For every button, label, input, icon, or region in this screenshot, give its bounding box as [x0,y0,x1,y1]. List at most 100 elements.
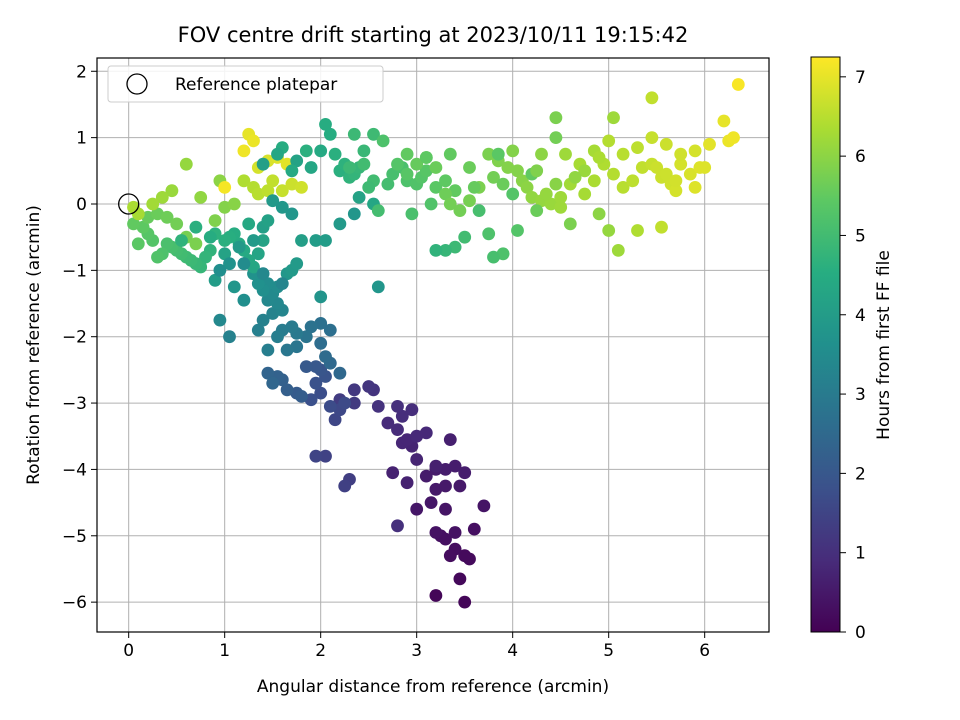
reference-platepar-marker [118,193,140,215]
colorbar-tick-label: 4 [855,306,866,326]
data-point [304,393,318,407]
data-point [357,144,371,158]
data-point [592,151,606,164]
data-point [410,502,424,516]
data-point [266,194,280,208]
data-point [549,111,563,125]
colorbar [810,56,841,633]
data-point [607,111,620,125]
data-point [443,549,457,563]
data-point [319,234,332,247]
plot-area-frame [96,57,770,633]
x-tick-label: 1 [219,641,230,661]
data-point [218,181,232,194]
data-point [314,317,328,330]
data-point [578,164,592,178]
data-point [131,237,145,251]
data-point [405,403,419,417]
data-point [487,250,500,264]
data-point [467,181,481,194]
y-tick-label: 2 [76,62,87,82]
data-point [463,161,476,174]
data-point [237,293,251,307]
data-point [189,220,203,234]
colorbar-tick-label: 3 [855,385,866,405]
data-point [439,502,452,516]
data-point [155,191,169,204]
data-point [419,469,433,483]
data-point [347,396,361,410]
data-point [448,240,462,254]
data-point [400,433,414,446]
data-point [165,184,179,198]
data-point [347,207,361,221]
data-point [333,217,347,231]
data-point [160,237,174,251]
data-point [247,234,260,247]
data-point [429,459,443,473]
data-point [271,147,284,161]
data-point [338,479,352,493]
x-axis-label: Angular distance from reference (arcmin) [257,677,609,697]
data-point [251,323,265,337]
data-point [352,191,366,204]
data-point [266,307,280,320]
data-point [587,174,601,188]
data-point [290,257,304,271]
y-tick-label: 0 [76,195,87,215]
data-point [362,181,376,194]
data-point [467,522,481,536]
y-tick-label: −4 [62,460,87,480]
data-point [453,479,467,493]
data-point [170,217,184,231]
data-point [698,161,712,174]
data-point [602,134,616,148]
data-point [530,164,544,178]
data-point [127,217,140,231]
x-tick-label: 6 [699,641,710,661]
y-tick-label: 1 [76,129,87,149]
data-point [376,134,390,148]
data-point [285,164,299,178]
data-point [472,204,486,218]
data-point [371,400,385,413]
data-point [683,167,697,181]
data-point [362,380,376,393]
colorbar-ticks: 0 1 2 3 4 5 6 7 [840,68,866,643]
data-point [688,181,702,194]
data-point [554,200,568,214]
data-point [400,147,414,161]
data-point [491,147,505,161]
colorbar-label: Hours from first FF file [874,250,894,440]
data-point [463,194,476,208]
data-point [549,177,563,191]
data-point [592,207,606,221]
data-point [631,224,644,237]
data-point [429,482,443,496]
data-point [299,360,313,373]
data-point [256,234,270,247]
data-point [275,277,289,290]
data-point [261,214,275,228]
data-point [323,400,337,413]
data-point [367,127,380,141]
y-tick-label: −1 [62,261,87,281]
data-point [655,220,668,234]
y-axis-ticks: 2 1 0 −1 −2 −3 −4 −5 −6 [62,62,97,613]
data-point [703,137,716,151]
data-point [530,204,544,218]
data-point [635,161,649,174]
data-point [549,131,563,145]
data-point [242,217,256,231]
data-point [578,187,592,201]
data-point [559,147,572,161]
data-point [448,459,462,473]
data-point [323,127,337,141]
data-point [477,499,491,513]
data-point [544,197,558,211]
data-point [251,187,265,201]
data-point [256,313,270,327]
data-point [386,167,400,181]
data-point [314,290,328,304]
